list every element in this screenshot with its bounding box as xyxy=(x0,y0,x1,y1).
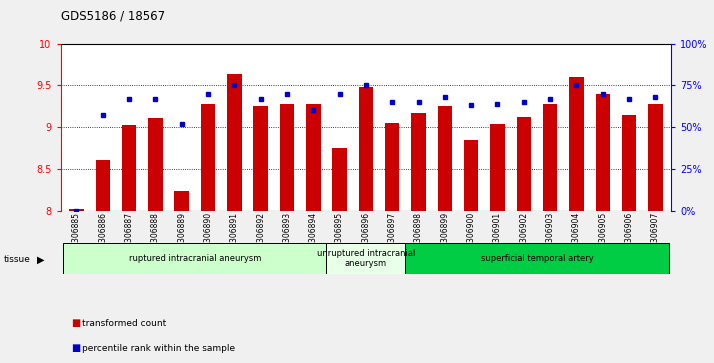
Bar xyxy=(569,77,583,211)
Text: superficial temporal artery: superficial temporal artery xyxy=(481,254,593,263)
Bar xyxy=(543,104,558,211)
Bar xyxy=(491,124,505,211)
Bar xyxy=(174,191,189,211)
Bar xyxy=(464,140,478,211)
Bar xyxy=(333,148,347,211)
Bar xyxy=(280,104,294,211)
Bar xyxy=(411,113,426,211)
Text: GDS5186 / 18567: GDS5186 / 18567 xyxy=(61,9,165,22)
Bar xyxy=(306,104,321,211)
Bar xyxy=(96,160,110,211)
Bar xyxy=(406,243,668,274)
Bar xyxy=(622,114,636,211)
Text: percentile rank within the sample: percentile rank within the sample xyxy=(82,344,235,353)
Text: transformed count: transformed count xyxy=(82,319,166,327)
Bar xyxy=(227,74,241,211)
Bar xyxy=(326,243,406,274)
Bar xyxy=(149,118,163,211)
Bar xyxy=(69,209,84,211)
Text: ruptured intracranial aneurysm: ruptured intracranial aneurysm xyxy=(129,254,261,263)
Bar xyxy=(253,106,268,211)
Bar xyxy=(201,104,216,211)
Bar xyxy=(595,94,610,211)
Text: ■: ■ xyxy=(71,318,81,328)
Bar xyxy=(122,125,136,211)
Bar xyxy=(385,123,399,211)
Bar xyxy=(516,117,531,211)
Bar xyxy=(438,106,452,211)
Text: ▶: ▶ xyxy=(37,254,45,265)
Bar xyxy=(358,87,373,211)
Bar xyxy=(648,104,663,211)
Bar xyxy=(64,243,326,274)
Text: unruptured intracranial
aneurysm: unruptured intracranial aneurysm xyxy=(317,249,415,268)
Text: ■: ■ xyxy=(71,343,81,354)
Text: tissue: tissue xyxy=(4,255,31,264)
